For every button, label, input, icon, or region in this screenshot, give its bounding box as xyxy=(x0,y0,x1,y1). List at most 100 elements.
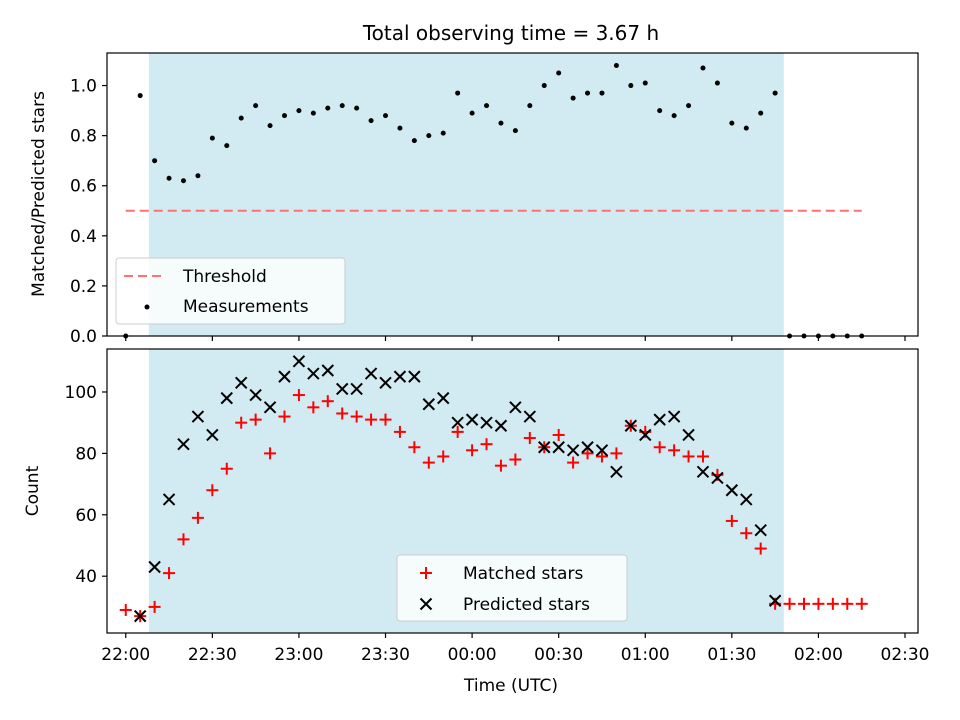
measurement-point xyxy=(281,113,287,119)
predicted-star-point xyxy=(480,416,493,429)
predicted-star-point xyxy=(148,560,161,574)
predicted-star-point xyxy=(206,428,219,442)
measurement-point xyxy=(556,70,562,76)
y-tick-label: 100 xyxy=(65,383,97,403)
matched-star-point xyxy=(321,395,334,408)
legend-predicted-marker xyxy=(419,597,433,611)
matched-star-point xyxy=(264,447,277,460)
matched-star-point xyxy=(855,597,868,610)
matched-star-point xyxy=(119,603,132,616)
matched-star-point xyxy=(466,444,479,457)
predicted-star-point xyxy=(307,367,320,380)
matched-star-point xyxy=(797,597,810,610)
measurement-point xyxy=(498,120,504,126)
measurement-point xyxy=(166,175,172,181)
matched-star-point xyxy=(163,567,176,580)
measurement-point xyxy=(440,130,446,136)
legend-matched-swatch xyxy=(420,567,432,579)
y-tick-label: 40 xyxy=(75,567,97,587)
matched-star-point xyxy=(812,597,825,610)
measurement-point xyxy=(296,108,302,114)
matched-star-point xyxy=(177,533,190,546)
measurement-point xyxy=(180,178,186,184)
predicted-star-point xyxy=(595,444,609,457)
predicted-star-point xyxy=(538,441,551,454)
predicted-star-point xyxy=(220,391,233,405)
predicted-star-point xyxy=(133,609,147,623)
measurement-point xyxy=(152,158,158,164)
matched-star-point xyxy=(740,527,753,540)
legend-predicted-swatch xyxy=(419,597,433,611)
matched-star-point xyxy=(422,456,435,469)
x-tick-label: 02:00 xyxy=(794,645,843,665)
matched-star-point xyxy=(826,597,839,610)
matched-star-point xyxy=(523,432,536,445)
measurement-point xyxy=(267,123,273,129)
matched-star-point xyxy=(552,428,565,441)
predicted-stars-points xyxy=(133,355,782,623)
matched-star-point xyxy=(653,441,666,454)
predicted-star-point xyxy=(624,419,638,432)
measurement-point xyxy=(411,138,417,144)
predicted-star-point xyxy=(581,441,594,454)
y-tick-label: 60 xyxy=(75,506,97,526)
predicted-star-point xyxy=(393,370,407,383)
ratio-y-ticks: 0.0 0.2 0.4 0.6 0.8 1.0 xyxy=(70,77,107,347)
matched-star-point xyxy=(379,413,392,426)
y-tick-label: 0.0 xyxy=(70,327,97,347)
matched-star-point xyxy=(249,413,262,426)
matched-star-point xyxy=(451,425,464,438)
matched-star-point xyxy=(480,438,493,451)
matched-star-point xyxy=(191,511,204,524)
chart-title: Total observing time = 3.67 h xyxy=(362,21,659,45)
predicted-star-point xyxy=(336,382,349,396)
predicted-star-point xyxy=(682,428,695,442)
predicted-star-point xyxy=(350,382,363,396)
legend-threshold-label: Threshold xyxy=(182,267,267,287)
y-tick-label: 0.6 xyxy=(70,177,97,197)
measurement-point xyxy=(469,110,475,116)
measurement-point xyxy=(455,90,461,96)
x-tick-label: 02:30 xyxy=(881,645,930,665)
predicted-star-point xyxy=(725,484,739,497)
measurement-point xyxy=(729,120,735,126)
x-tick-label: 00:00 xyxy=(448,645,497,665)
measurement-point xyxy=(585,90,591,96)
predicted-star-point xyxy=(711,471,724,485)
y-tick-label: 0.2 xyxy=(70,277,97,297)
matched-star-point xyxy=(696,450,709,463)
measurement-point xyxy=(354,105,360,111)
measurement-point xyxy=(383,113,389,119)
measurement-point xyxy=(397,125,403,131)
legend-matched-marker xyxy=(420,567,432,579)
counts-legend-box xyxy=(396,554,628,622)
ratio-legend: Threshold Measurements xyxy=(115,257,346,325)
predicted-star-point xyxy=(191,410,205,423)
x-tick-label: 22:00 xyxy=(101,645,150,665)
predicted-star-point xyxy=(552,441,565,454)
matched-star-point xyxy=(783,597,796,610)
matched-star-point xyxy=(235,416,248,429)
x-tick-label: 00:30 xyxy=(534,645,583,665)
predicted-star-point xyxy=(639,428,652,442)
matched-star-point xyxy=(494,459,507,472)
matched-star-point xyxy=(278,410,291,423)
matched-star-point xyxy=(682,450,695,463)
counts-y-axis-label: Count xyxy=(23,465,43,516)
measurement-point xyxy=(339,103,345,109)
matched-star-point xyxy=(206,484,219,497)
measurement-point xyxy=(642,80,648,86)
matched-star-point xyxy=(220,462,233,475)
matched-star-point xyxy=(610,447,623,460)
predicted-star-point xyxy=(162,493,176,506)
measurement-point xyxy=(310,110,316,116)
counts-x-ticks: 22:00 22:30 23:00 23:30 00:00 00:30 01:00 01:30… xyxy=(101,633,930,665)
measurement-point xyxy=(714,80,720,86)
matched-star-point xyxy=(393,425,406,438)
measurement-point xyxy=(238,115,244,121)
measurement-point xyxy=(253,103,259,109)
matched-star-point xyxy=(365,413,378,426)
measurement-point xyxy=(599,90,605,96)
measurement-point xyxy=(613,63,619,69)
predicted-star-point xyxy=(754,523,767,537)
